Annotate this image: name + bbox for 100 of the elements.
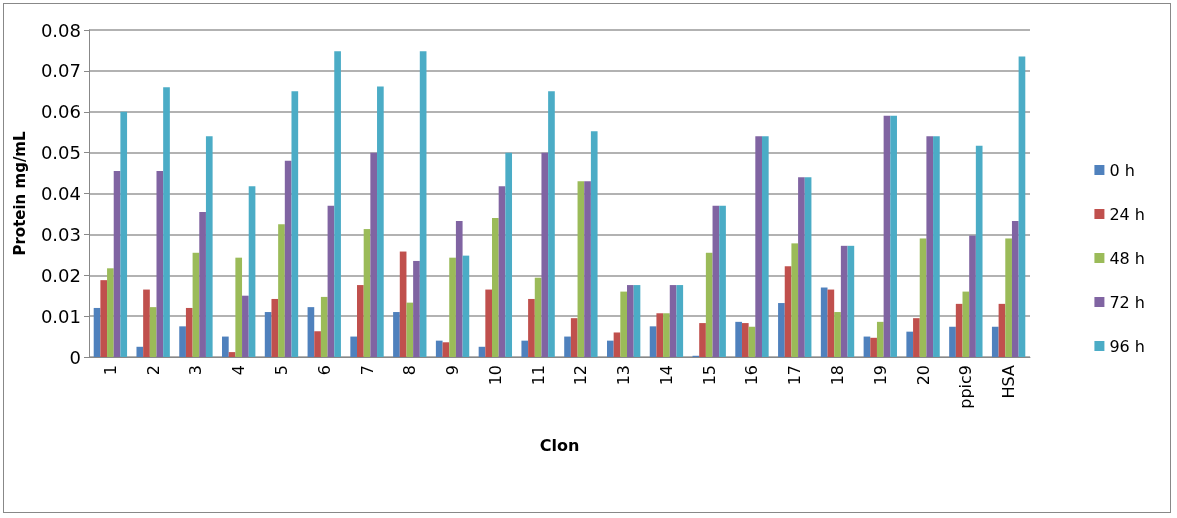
x-tick-label: 6	[314, 365, 334, 376]
y-tick-label: 0.05	[40, 142, 81, 164]
bar	[435, 340, 443, 357]
bar	[663, 313, 670, 357]
y-tick-label: 0.01	[40, 305, 81, 327]
bar	[93, 307, 101, 357]
bar	[320, 296, 328, 357]
legend-label: 96 h	[1109, 336, 1146, 356]
bar	[791, 243, 799, 357]
bar	[192, 252, 200, 357]
bar	[334, 51, 341, 357]
bar	[271, 298, 279, 357]
bar	[719, 205, 726, 357]
legend-label: 72 h	[1109, 292, 1146, 312]
bar	[393, 312, 400, 357]
x-tick-label: 2	[143, 365, 163, 376]
bar	[926, 136, 934, 357]
x-tick-label: 20	[913, 365, 933, 386]
x-tick-label: 5	[271, 365, 291, 376]
bar	[798, 177, 805, 357]
bar	[222, 336, 229, 357]
bar	[870, 337, 877, 357]
bar	[327, 205, 335, 357]
bar	[1018, 56, 1026, 357]
y-tick-label: 0.04	[40, 183, 81, 204]
bar	[699, 323, 706, 357]
bar	[883, 115, 891, 357]
bar	[613, 332, 621, 357]
bar	[676, 285, 684, 357]
bar	[890, 115, 897, 357]
bar	[564, 336, 571, 357]
bar	[1005, 238, 1012, 357]
bar	[449, 257, 456, 357]
bar	[248, 186, 256, 357]
bar	[419, 51, 427, 357]
bar	[492, 218, 499, 357]
x-tick-label: 12	[571, 365, 591, 386]
bar	[291, 91, 299, 357]
x-tick-label: 4	[229, 365, 249, 376]
bar	[350, 336, 358, 357]
bar	[649, 326, 657, 357]
bar	[913, 318, 920, 357]
x-tick-label: 1	[100, 365, 120, 376]
x-tick-label: ppic9	[956, 365, 976, 409]
bar	[406, 302, 414, 357]
y-tick-label: 0.02	[40, 264, 81, 286]
bar	[455, 220, 463, 357]
x-tick-label: 3	[186, 365, 206, 376]
bar	[185, 307, 193, 357]
bar	[548, 91, 555, 357]
bar	[627, 285, 634, 357]
bar	[712, 205, 720, 357]
bar	[120, 111, 128, 357]
legend-label: 0 h	[1109, 160, 1135, 180]
bar	[755, 136, 762, 357]
bar	[370, 152, 378, 357]
x-tick-label: 16	[742, 365, 762, 386]
bar	[820, 287, 828, 357]
bar	[735, 321, 742, 357]
bar	[377, 86, 384, 357]
x-tick-label: 15	[699, 365, 719, 386]
bar	[149, 307, 157, 357]
bar	[840, 245, 848, 357]
x-tick-label: 18	[828, 365, 848, 386]
bar	[528, 298, 535, 357]
bar	[100, 280, 108, 357]
bar	[136, 346, 144, 357]
bar	[933, 136, 940, 357]
y-tick-label: 0.07	[40, 60, 81, 82]
bar	[620, 291, 627, 357]
y-tick-label: 0	[69, 346, 81, 368]
x-tick-label: 14	[656, 365, 676, 386]
bar	[462, 255, 470, 357]
bar	[778, 303, 785, 357]
bar	[761, 136, 769, 357]
bar	[955, 303, 963, 357]
bar	[969, 235, 976, 357]
y-tick-label: 0.03	[40, 223, 81, 245]
bar	[205, 136, 213, 357]
x-tick-label: 17	[785, 365, 805, 386]
bar	[919, 238, 927, 357]
x-tick-label: 7	[357, 365, 377, 376]
bar	[906, 331, 914, 357]
bar	[235, 257, 243, 357]
bar	[143, 289, 150, 357]
bar	[442, 342, 450, 357]
x-tick-label: 19	[870, 365, 890, 386]
y-axis-title: Protein mg/mL	[10, 131, 29, 256]
bar	[606, 340, 614, 357]
bar	[413, 260, 420, 357]
bar	[633, 285, 641, 357]
bar	[705, 252, 713, 357]
bar	[847, 245, 855, 357]
bar	[534, 277, 542, 357]
bar	[590, 131, 598, 357]
x-tick-label: 11	[528, 365, 548, 386]
bar	[278, 224, 285, 357]
bar	[521, 340, 529, 357]
bar	[949, 326, 956, 357]
bar	[998, 303, 1006, 357]
